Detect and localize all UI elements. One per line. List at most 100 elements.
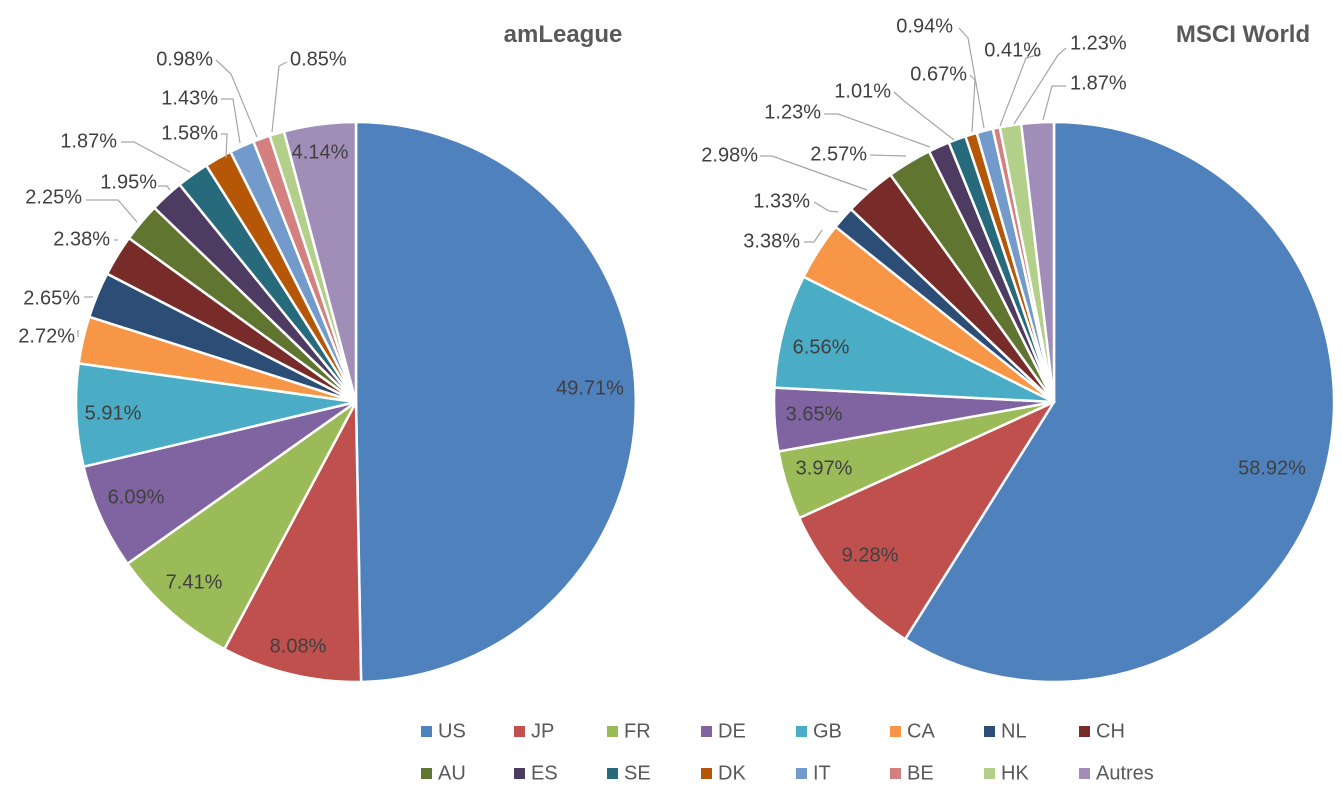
msci-world-leader-nl [813,201,839,213]
legend-label-jp: JP [531,720,554,742]
legend-label-be: BE [907,762,934,784]
amleague-title: amLeague [504,21,623,48]
msci-world-slice-gb [773,275,1056,404]
amleague-label-de: 6.09% [108,486,165,508]
msci-world-slice-autres [1019,120,1056,404]
legend-swatch-nl [984,726,995,737]
amleague-pie: 49.71% 8.08% 7.41% 6.09% 5.91% 2.72% 2.65% 2.38… [18,48,638,684]
amleague-label-fr: 7.41% [166,571,223,593]
amleague-leader-hk [271,61,288,133]
legend-label-ca: CA [907,720,935,742]
amleague-label-dk: 1.58% [161,122,218,144]
msci-world-label-fr: 3.97% [796,457,853,479]
msci-world-leader-ca [804,229,823,243]
legend-item-se: SE [607,762,651,784]
legend: US JP FR DE GB CA NL CH AU ES SE DK IT BE HK Autres [421,720,1154,784]
legend-label-gb: GB [813,720,842,742]
msci-world-label-autres: 1.87% [1070,72,1127,94]
amleague-label-us: 49.71% [556,377,624,399]
msci-world-label-es: 1.23% [764,101,821,123]
msci-world-leader-be [999,53,1042,127]
legend-label-us: US [438,720,466,742]
amleague-slice-jp [223,400,363,684]
legend-item-us: US [421,720,466,742]
msci-world-leader-it [958,27,985,129]
msci-world-leader-ch [760,155,868,191]
amleague-label-autres: 4.14% [292,141,349,163]
legend-label-se: SE [624,762,651,784]
amleague-leader-es [158,185,171,191]
amleague-label-gb: 5.91% [85,402,142,424]
amleague-leader-it [221,98,241,144]
msci-world-label-gb: 6.56% [793,336,850,358]
legend-swatch-es [514,768,525,779]
amleague-label-se: 1.87% [60,130,117,152]
amleague-label-jp: 8.08% [270,635,327,657]
msci-world-slice-jp [797,400,1056,641]
legend-swatch-gb [796,726,807,737]
msci-world-label-ca: 3.38% [743,230,800,252]
amleague-leader-se [121,141,191,173]
legend-label-it: IT [813,762,831,784]
legend-swatch-de [701,726,712,737]
amleague-slice-fr [126,400,358,651]
amleague-leader-be [215,59,258,138]
msci-world-leader-se [893,91,955,141]
msci-world-leader-autres [1042,85,1066,121]
amleague-slice-us [354,120,638,684]
msci-world-label-se: 1.01% [834,80,891,102]
amleague-label-it: 1.43% [161,87,218,109]
legend-item-autres: Autres [1079,762,1154,784]
legend-swatch-ch [1079,726,1090,737]
msci-world-label-jp: 9.28% [842,544,899,566]
msci-world-label-it: 0.94% [896,15,953,37]
amleague-label-es: 1.95% [100,171,157,193]
msci-world-label-hk: 1.23% [1070,32,1127,54]
legend-item-dk: DK [701,762,746,784]
amleague-label-hk: 0.85% [290,48,347,70]
msci-world-leader-au [869,154,907,157]
msci-world-leader-dk [969,74,976,133]
msci-world-label-be: 0.41% [984,39,1041,61]
msci-world-leader-hk [1013,47,1067,125]
legend-item-nl: NL [984,720,1027,742]
legend-item-ch: CH [1079,720,1125,742]
legend-swatch-us [421,726,432,737]
legend-label-dk: DK [718,762,746,784]
legend-swatch-dk [701,768,712,779]
legend-item-gb: GB [796,720,842,742]
legend-item-ca: CA [890,720,935,742]
legend-item-it: IT [796,762,831,784]
legend-swatch-it [796,768,807,779]
legend-label-fr: FR [624,720,651,742]
legend-label-hk: HK [1001,762,1029,784]
legend-swatch-be [890,768,901,779]
msci-world-slice-us [903,120,1336,684]
legend-swatch-hk [984,768,995,779]
legend-swatch-au [421,768,432,779]
legend-label-nl: NL [1001,720,1027,742]
legend-item-jp: JP [514,720,554,742]
msci-world-title: MSCI World [1176,21,1310,48]
legend-item-au: AU [421,762,466,784]
amleague-label-ca: 2.72% [18,325,75,347]
legend-swatch-se [607,768,618,779]
legend-swatch-fr [607,726,618,737]
legend-swatch-autres [1079,768,1090,779]
msci-world-label-de: 3.65% [786,403,843,425]
amleague-leader-dk [221,133,228,159]
legend-label-ch: CH [1096,720,1125,742]
legend-label-de: DE [718,720,746,742]
msci-world-label-nl: 1.33% [753,190,810,212]
legend-swatch-ca [890,726,901,737]
legend-item-fr: FR [607,720,651,742]
amleague-label-nl: 2.65% [23,287,80,309]
legend-label-autres: Autres [1096,762,1154,784]
amleague-label-ch: 2.38% [53,228,110,250]
legend-item-de: DE [701,720,746,742]
amleague-leader-au [86,199,138,223]
msci-world-label-au: 2.57% [810,143,867,165]
amleague-label-au: 2.25% [25,186,82,208]
msci-world-pie: 58.92% 9.28% 3.97% 3.65% 6.56% 3.38% 1.33% 2.98… [701,15,1336,684]
